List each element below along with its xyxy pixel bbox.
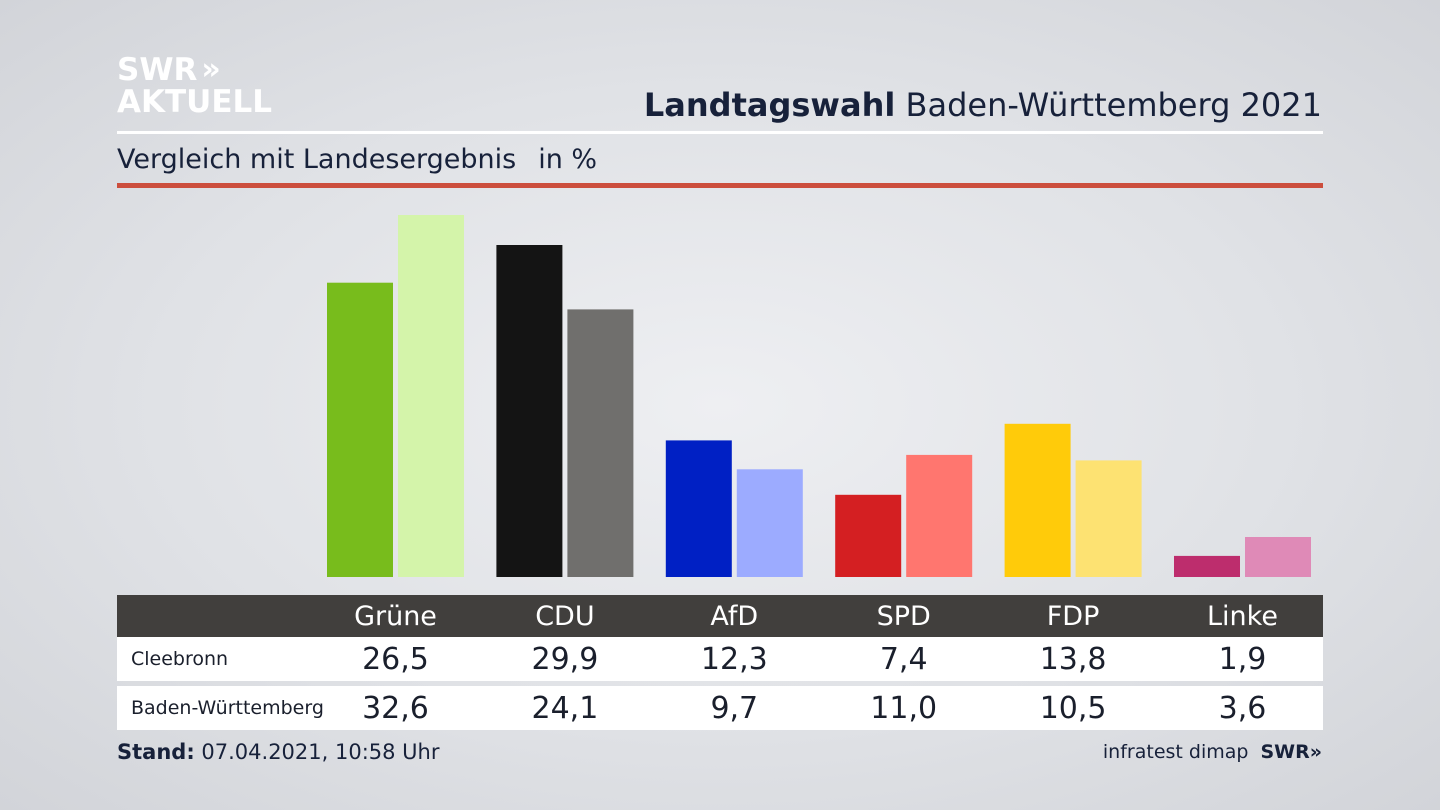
source-credit: infratest dimap SWR» (1103, 741, 1322, 763)
cell-cdu-local: 29,9 (531, 641, 599, 677)
table-header: Grüne CDU AfD SPD FDP Linke (117, 595, 1323, 637)
column-header-grne: Grüne (354, 600, 437, 632)
chart-subtitle: Vergleich mit Landesergebnis in % (117, 144, 597, 175)
title-bold: Landtagswahl (643, 86, 896, 124)
subtitle-unit: in % (538, 144, 598, 175)
column-header-afd: AfD (710, 600, 759, 632)
subtitle-text: Vergleich mit Landesergebnis (117, 144, 517, 175)
column-header-linke: Linke (1207, 600, 1278, 632)
table-row-state: Baden-Württemberg 32,6 24,1 9,7 11,0 10,5 3,6 (117, 686, 1323, 730)
table-row-local: Cleebronn 26,5 29,9 12,3 7,4 13,8 1,9 (117, 637, 1323, 681)
title-divider (117, 131, 1323, 134)
cell-afd-local: 12,3 (700, 641, 768, 677)
bar-linke-state (1245, 537, 1311, 577)
title-rest: Baden-Württemberg 2021 (895, 86, 1323, 124)
swr-aktuell-logo: SWR» AKTUELL (117, 52, 273, 120)
column-header-spd: SPD (876, 600, 931, 632)
timestamp-value: 07.04.2021, 10:58 Uhr (194, 740, 440, 764)
bar-fdp-local (1004, 423, 1071, 577)
bar-cdu-local (496, 245, 563, 577)
logo-swr-text: SWR (117, 52, 198, 88)
source-brand: SWR» (1260, 741, 1322, 763)
column-header-fdp: FDP (1046, 600, 1100, 632)
bar-cdu-state (567, 309, 634, 577)
column-header-cdu: CDU (535, 600, 595, 632)
bar-linke-local (1174, 555, 1240, 577)
subtitle-divider (117, 183, 1323, 188)
cell-fdp-state: 10,5 (1039, 690, 1107, 726)
cell-spd-local: 7,4 (879, 641, 928, 677)
cell-linke-state: 3,6 (1218, 690, 1267, 726)
cell-cdu-state: 24,1 (531, 690, 599, 726)
row-label-state: Baden-Württemberg (131, 697, 324, 719)
cell-linke-local: 1,9 (1218, 641, 1267, 677)
source-name: infratest dimap (1102, 741, 1249, 763)
cell-afd-state: 9,7 (710, 690, 759, 726)
row-label-local: Cleebronn (131, 648, 229, 670)
bar-afd-local (665, 440, 732, 577)
bar-fdp-state (1075, 460, 1142, 577)
cell-grne-local: 26,5 (362, 641, 429, 677)
bar-spd-state (906, 454, 973, 577)
bar-afd-state (736, 469, 803, 577)
timestamp: Stand: 07.04.2021, 10:58 Uhr (117, 740, 440, 764)
page-title: Landtagswahl Baden-Württemberg 2021 (644, 86, 1322, 124)
results-table: Grüne CDU AfD SPD FDP Linke Cleebronn 26,5 29,… (117, 595, 1323, 730)
bar-grne-state (398, 215, 464, 577)
logo-aktuell-text: AKTUELL (117, 84, 273, 120)
cell-fdp-local: 13,8 (1039, 641, 1107, 677)
cell-spd-state: 11,0 (870, 690, 938, 726)
bar-spd-local (835, 494, 902, 577)
cell-grne-state: 32,6 (362, 690, 429, 726)
bar-grne-local (327, 282, 393, 577)
timestamp-label: Stand: (117, 740, 195, 764)
